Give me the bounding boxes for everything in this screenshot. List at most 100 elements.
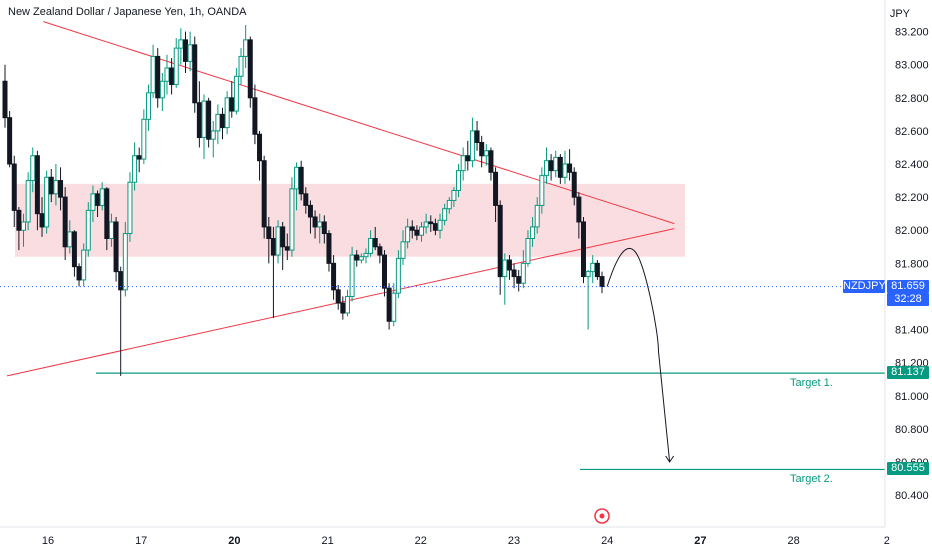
candle [442, 203, 448, 226]
candle-body [113, 221, 119, 273]
candle [349, 246, 355, 302]
candle [386, 283, 392, 330]
candle-body [502, 259, 508, 278]
candle-body [76, 266, 82, 281]
candles [2, 24, 605, 376]
candle [127, 172, 133, 242]
candle [460, 147, 466, 181]
candle-body [30, 155, 36, 182]
candle-body [294, 166, 300, 190]
candle-body [44, 176, 50, 228]
candle-body [474, 130, 480, 143]
candle [567, 149, 573, 181]
date-tick-label: 27 [694, 535, 706, 547]
candle [405, 218, 411, 249]
candle-body [548, 160, 554, 172]
candle-body [71, 231, 77, 268]
candle [238, 48, 244, 85]
candle [71, 230, 77, 277]
candle-body [238, 55, 244, 77]
price-tick-label: 83.000 [895, 60, 929, 72]
price-tick-label: 81.400 [895, 325, 929, 337]
candle-body [553, 156, 559, 172]
candle [53, 164, 59, 206]
candle [289, 177, 295, 257]
event-marker-dot [599, 513, 605, 519]
candle [372, 226, 378, 251]
candle [493, 167, 499, 222]
candle [21, 213, 27, 247]
candle-body [284, 246, 290, 251]
candle [391, 283, 397, 327]
candle [155, 48, 161, 108]
candle-body [81, 249, 87, 281]
candle [266, 216, 272, 264]
candle-body [275, 226, 281, 256]
candle-body [585, 271, 591, 278]
price-tick-label: 83.200 [895, 27, 929, 39]
candle-body [266, 226, 272, 240]
candle [303, 187, 309, 214]
date-tick-label: 16 [42, 535, 54, 547]
candle [590, 255, 596, 284]
candle [11, 155, 17, 227]
candle [354, 250, 360, 267]
candle-body [220, 113, 226, 129]
symbol-tag[interactable]: NZDJPY [843, 279, 886, 293]
candle [30, 147, 36, 193]
candle-body [381, 254, 387, 289]
candle [48, 168, 54, 203]
candle [247, 36, 253, 108]
candle [85, 202, 91, 257]
candle [409, 220, 415, 239]
target-2-price-tag: 80.555 [887, 462, 929, 476]
candle [159, 72, 165, 112]
candle-body [127, 181, 133, 235]
candle-body [465, 155, 471, 162]
candle [312, 210, 318, 239]
candle-body [571, 171, 577, 198]
candle-body [210, 130, 216, 140]
candle-body [377, 246, 383, 256]
target-1-price-tag: 81.137 [887, 366, 929, 380]
target-2-label: Target 2. [790, 473, 833, 486]
candle [280, 221, 286, 270]
candle-body [386, 287, 392, 322]
candle [141, 109, 147, 165]
price-tick-label: 80.400 [895, 490, 929, 502]
candle-body [372, 238, 378, 248]
candle-body [511, 269, 517, 278]
candle [243, 24, 249, 69]
candle-body [488, 150, 494, 173]
candle-body [506, 259, 512, 271]
candle-body [516, 276, 522, 284]
candle-body [7, 117, 13, 165]
candle-body [567, 163, 573, 173]
last-price-tag: 81.659 [887, 279, 929, 293]
candle-body [354, 254, 360, 261]
candle [516, 269, 522, 292]
candle [520, 250, 526, 289]
candle-body [363, 252, 369, 258]
candle [298, 160, 304, 201]
candle [187, 31, 193, 72]
candle-body [530, 226, 536, 240]
candle [257, 130, 263, 181]
candle [432, 218, 438, 236]
candle [400, 230, 406, 265]
candle [437, 213, 443, 239]
candle-body [21, 221, 27, 231]
candle [81, 243, 87, 287]
candle-body [233, 75, 239, 112]
time-axis: 16 17 20 21 22 23 24 27 28 2 [0, 526, 890, 547]
candle-body [469, 130, 475, 162]
candle-body [414, 229, 420, 236]
candle-body [479, 142, 485, 157]
candle [34, 150, 40, 231]
triangle-upper-line [43, 21, 675, 225]
candle [335, 284, 341, 310]
candle [456, 164, 462, 198]
candle-body [437, 219, 443, 231]
candle [479, 135, 485, 168]
